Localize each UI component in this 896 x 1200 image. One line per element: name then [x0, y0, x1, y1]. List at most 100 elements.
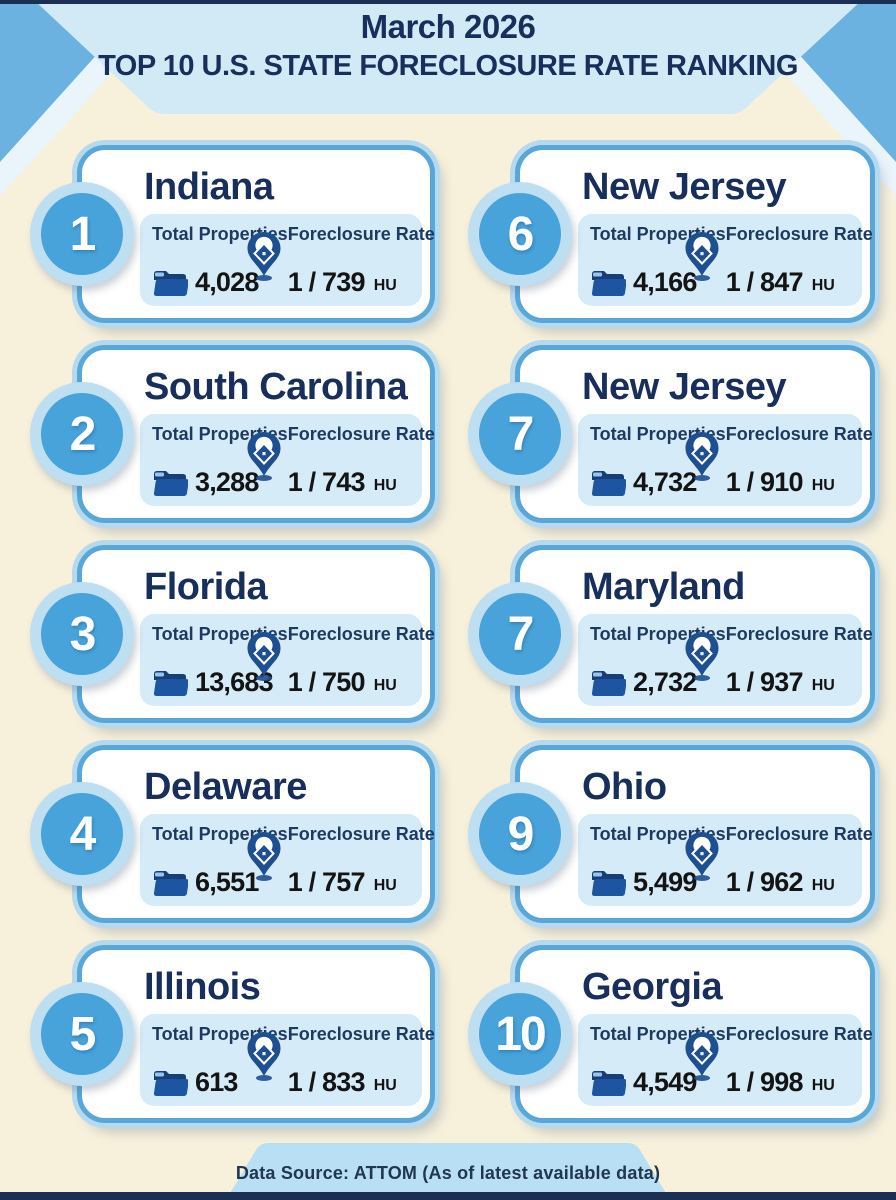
rank-number: 3 [69, 607, 97, 661]
foreclosure-rate-label: Foreclosure Rate [725, 424, 873, 444]
state-card: 7 Maryland Total Properties 2,732 [468, 545, 875, 723]
foreclosure-rate-value: 1 / 757 [287, 867, 366, 897]
house-pin-icon [682, 830, 722, 884]
housing-units-suffix: HU [811, 276, 835, 294]
foreclosure-rate-value: 1 / 833 [287, 1067, 366, 1097]
state-card: 3 Florida Total Properties 13,683 [30, 545, 437, 723]
folder-icon [153, 270, 188, 296]
total-properties-value: 5,499 [633, 867, 697, 897]
state-card: 9 Ohio Total Properties 5,499 [468, 745, 875, 923]
rank-number: 4 [69, 807, 97, 861]
house-pin-icon [682, 230, 722, 284]
rank-badge: 7 [468, 582, 572, 686]
housing-units-suffix: HU [811, 676, 835, 694]
foreclosure-rate-value: 1 / 998 [725, 1067, 804, 1097]
rank-number: 10 [495, 1007, 546, 1061]
foreclosure-rate-stat: Foreclosure Rate 1 / 847 HU [685, 224, 875, 298]
foreclosure-rate-stat: Foreclosure Rate 1 / 750 HU [247, 624, 437, 698]
foreclosure-rate-stat: Foreclosure Rate 1 / 743 HU [247, 424, 437, 498]
house-pin-icon [244, 230, 284, 284]
state-name: Indiana [144, 166, 274, 208]
rank-badge: 1 [30, 182, 134, 286]
stats-panel: Total Properties 613 [140, 1014, 435, 1106]
rank-badge-circle: 7 [479, 593, 561, 675]
total-properties-row: 4,732 [590, 467, 726, 498]
foreclosure-rate-value: 1 / 739 [287, 267, 366, 297]
foreclosure-rate-row: 1 / 757 HU [288, 867, 397, 898]
total-properties-row: 4,549 [590, 1067, 726, 1098]
state-card: 7 New Jersey Total Properties 4,732 [468, 345, 875, 523]
foreclosure-rate-row: 1 / 937 HU [726, 667, 835, 698]
folder-icon [153, 470, 188, 496]
foreclosure-rate-stat: Foreclosure Rate 1 / 910 HU [685, 424, 875, 498]
folder-icon [591, 1070, 626, 1096]
state-card: 6 New Jersey Total Properties 4,166 [468, 145, 875, 323]
housing-units-suffix: HU [373, 1076, 397, 1094]
total-properties-value: 4,166 [633, 267, 697, 297]
foreclosure-rate-value: 1 / 910 [725, 467, 804, 497]
stats-panel: Total Properties 2,732 [578, 614, 873, 706]
foreclosure-rate-label: Foreclosure Rate [287, 624, 435, 644]
rank-badge-circle: 4 [41, 793, 123, 875]
total-properties-row: 13,683 [152, 667, 288, 698]
foreclosure-rate-stat: Foreclosure Rate 1 / 833 HU [247, 1024, 437, 1098]
folder-icon [153, 1070, 188, 1096]
folder-icon [591, 670, 626, 696]
house-pin-icon [682, 630, 722, 684]
stats-panel: Total Properties 6,551 [140, 814, 435, 906]
stats-panel: Total Properties 3,288 [140, 414, 435, 506]
housing-units-suffix: HU [811, 1076, 835, 1094]
folder-icon [153, 870, 188, 896]
state-name: Illinois [144, 966, 261, 1008]
foreclosure-rate-label: Foreclosure Rate [287, 224, 435, 244]
foreclosure-rate-label: Foreclosure Rate [287, 1024, 435, 1044]
state-name: Ohio [582, 766, 667, 808]
foreclosure-rate-stat: Foreclosure Rate 1 / 757 HU [247, 824, 437, 898]
foreclosure-rate-row: 1 / 847 HU [726, 267, 835, 298]
foreclosure-rate-row: 1 / 743 HU [288, 467, 397, 498]
total-properties-stat: Total Properties 13,683 [152, 624, 288, 698]
foreclosure-rate-stat: Foreclosure Rate 1 / 962 HU [685, 824, 875, 898]
total-properties-row: 5,499 [590, 867, 726, 898]
total-properties-value: 13,683 [195, 667, 274, 697]
state-card: 4 Delaware Total Properties 6,551 [30, 745, 435, 923]
foreclosure-rate-row: 1 / 962 HU [726, 867, 835, 898]
foreclosure-rate-label: Foreclosure Rate [725, 224, 873, 244]
rank-badge: 3 [30, 582, 134, 686]
rank-number: 2 [69, 407, 97, 461]
house-pin-icon [244, 830, 284, 884]
state-card: 5 Illinois Total Properties 613 [30, 945, 435, 1123]
total-properties-value: 4,732 [633, 467, 697, 497]
rank-badge-circle: 7 [479, 393, 561, 475]
housing-units-suffix: HU [373, 476, 397, 494]
rank-badge-circle: 6 [479, 193, 561, 275]
foreclosure-rate-stat: Foreclosure Rate 1 / 739 HU [247, 224, 437, 298]
page-title: TOP 10 U.S. STATE FORECLOSURE RATE RANKI… [98, 50, 798, 82]
stats-panel: Total Properties 4,166 [578, 214, 873, 306]
foreclosure-rate-value: 1 / 937 [725, 667, 804, 697]
folder-icon [591, 270, 626, 296]
rank-number: 9 [507, 807, 535, 861]
foreclosure-rate-value: 1 / 743 [287, 467, 366, 497]
total-properties-value: 2,732 [633, 667, 697, 697]
rank-number: 7 [507, 407, 535, 461]
rank-badge-circle: 5 [41, 993, 123, 1075]
rank-number: 7 [507, 607, 535, 661]
rank-number: 1 [69, 207, 97, 261]
stats-panel: Total Properties 4,549 [578, 1014, 873, 1106]
state-card: 1 Indiana Total Properties 4,028 [30, 145, 435, 323]
total-properties-value: 6,551 [195, 867, 259, 897]
housing-units-suffix: HU [811, 876, 835, 894]
foreclosure-rate-row: 1 / 998 HU [726, 1067, 835, 1098]
total-properties-value: 3,288 [195, 467, 259, 497]
total-properties-value: 4,549 [633, 1067, 697, 1097]
total-properties-row: 613 [152, 1067, 288, 1098]
rank-badge: 7 [468, 382, 572, 486]
stats-panel: Total Properties 4,028 [140, 214, 435, 306]
foreclosure-rate-row: 1 / 910 HU [726, 467, 835, 498]
foreclosure-rate-row: 1 / 750 HU [288, 667, 397, 698]
foreclosure-rate-value: 1 / 962 [725, 867, 804, 897]
foreclosure-rate-label: Foreclosure Rate [287, 824, 435, 844]
folder-icon [153, 670, 188, 696]
house-pin-icon [244, 1030, 284, 1084]
